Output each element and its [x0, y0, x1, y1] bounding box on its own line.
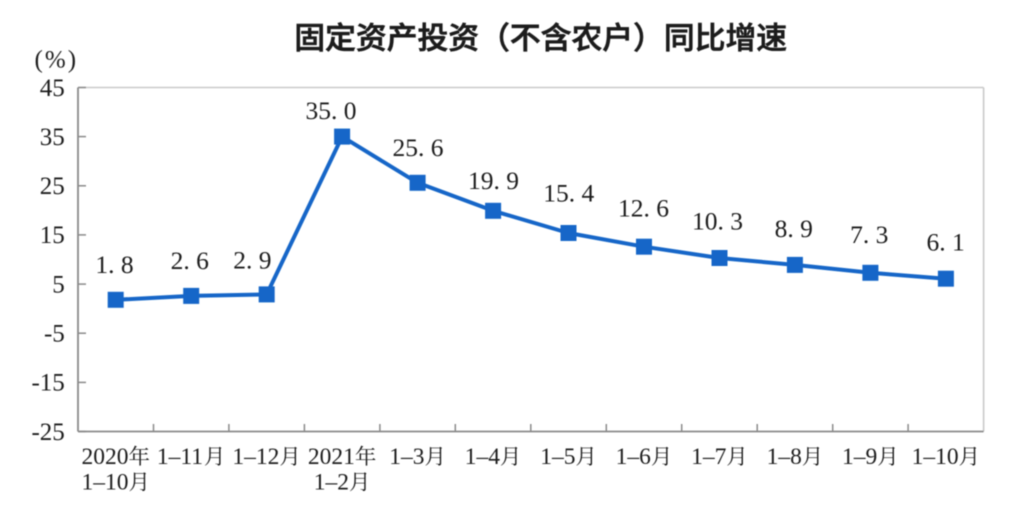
svg-text:10. 3: 10. 3: [692, 206, 743, 235]
svg-text:25: 25: [40, 173, 65, 200]
svg-text:1–12: 1–12: [232, 444, 279, 470]
svg-text:1–10: 1–10: [82, 470, 129, 496]
svg-text:6. 1: 6. 1: [926, 227, 964, 256]
svg-text:-5: -5: [44, 321, 65, 348]
svg-text:35. 0: 35. 0: [306, 96, 357, 125]
svg-text:1–11: 1–11: [157, 444, 203, 470]
svg-text:1–8: 1–8: [767, 444, 802, 470]
svg-text:2020: 2020: [82, 444, 129, 470]
svg-text:35: 35: [40, 124, 65, 151]
svg-text:7. 3: 7. 3: [850, 220, 888, 249]
svg-text:1. 8: 1. 8: [95, 250, 133, 279]
svg-text:8. 9: 8. 9: [775, 214, 813, 243]
svg-text:2. 6: 2. 6: [171, 246, 209, 275]
svg-text:12. 6: 12. 6: [618, 194, 669, 223]
svg-text:19. 9: 19. 9: [468, 166, 519, 195]
svg-text:1–3: 1–3: [389, 444, 424, 470]
svg-text:1–4: 1–4: [465, 444, 501, 470]
svg-text:2021: 2021: [308, 444, 355, 470]
svg-text:25. 6: 25. 6: [393, 133, 444, 162]
svg-text:15: 15: [40, 222, 65, 249]
svg-text:1–6: 1–6: [616, 444, 652, 470]
svg-text:15. 4: 15. 4: [543, 179, 594, 208]
svg-text:45: 45: [40, 75, 65, 102]
svg-text:-25: -25: [31, 419, 64, 446]
svg-text:1–9: 1–9: [842, 444, 877, 470]
svg-text:1–5: 1–5: [540, 444, 575, 470]
svg-text:1–2: 1–2: [314, 470, 349, 496]
svg-text:5: 5: [52, 271, 65, 298]
svg-text:-15: -15: [31, 370, 64, 397]
svg-text:1–7: 1–7: [691, 444, 727, 470]
svg-text:1–10: 1–10: [912, 444, 959, 470]
svg-text:2. 9: 2. 9: [233, 245, 271, 274]
svg-text:(%): (%): [35, 47, 78, 74]
